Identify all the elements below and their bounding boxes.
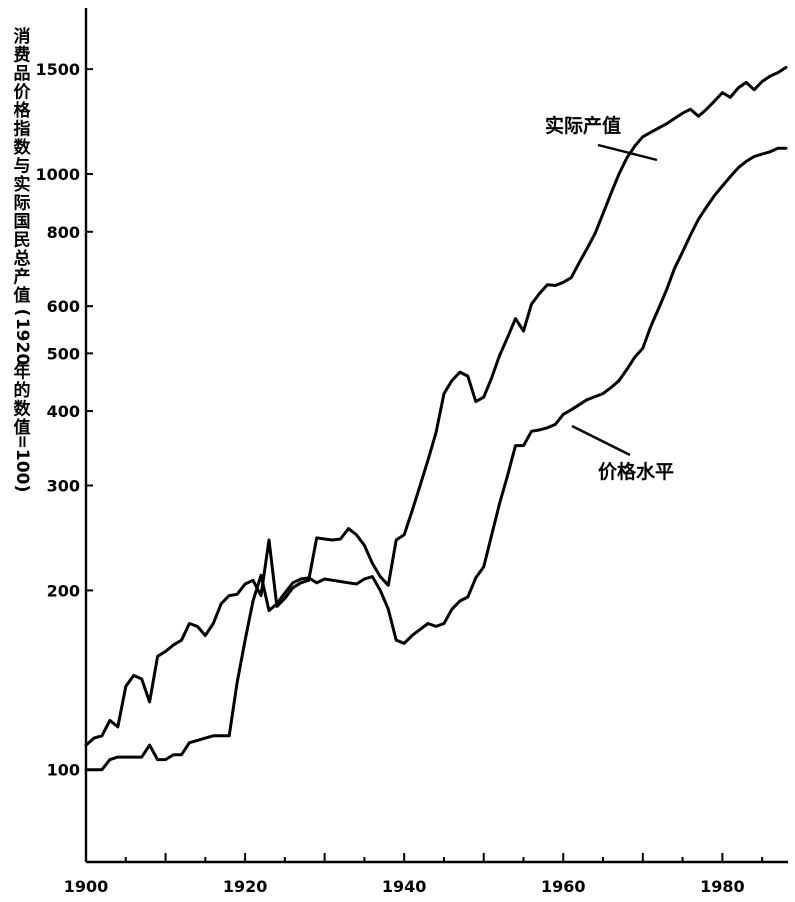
y-tick-label: 1500 (35, 60, 80, 79)
y-axis-label-text: 指 (14, 119, 31, 140)
leader-line (571, 424, 631, 457)
series-group (84, 65, 788, 772)
annotation-real-output: 实际产值 (545, 114, 621, 137)
y-ticks: 100 200 300 400 500 600 800 1000 1500 (35, 60, 93, 780)
y-axis-label-text: 品 (14, 64, 31, 84)
y-axis-label-text: =100 (12, 435, 32, 485)
y-axis-label-text: 总 (14, 248, 31, 269)
x-tick-label: 1940 (382, 877, 427, 896)
leader-line (597, 143, 658, 162)
y-tick-label: 1000 (35, 165, 80, 184)
y-axis-label-text: 消 (14, 26, 31, 47)
y-axis-label-text: ) (12, 485, 32, 493)
y-axis-label-text: 实 (14, 174, 31, 195)
series-line-real-output (84, 65, 788, 747)
y-axis-label-text: 与 (14, 157, 31, 177)
y-axis-label-text: 值 (14, 285, 31, 306)
y-tick-label: 400 (47, 402, 80, 421)
y-axis-label-text: 1920 (12, 318, 32, 365)
y-axis-label-text: 数 (14, 137, 32, 158)
y-axis-label-text: 费 (14, 45, 31, 66)
y-axis-label-text: 数 (14, 399, 32, 420)
y-axis-label-text: ( (12, 309, 32, 317)
y-axis-label-text: 值 (14, 417, 31, 438)
series-line-price-level (84, 146, 788, 772)
y-axis-label-text: 价 (14, 83, 32, 103)
y-axis-label-text: 产 (14, 267, 31, 288)
y-tick-label: 600 (47, 297, 80, 316)
y-axis-label-text: 格 (14, 100, 32, 121)
annotation-price-level: 价格水平 (598, 460, 674, 483)
x-ticks: 1900 1920 1940 1960 1980 (64, 853, 764, 896)
x-tick-label: 1960 (541, 877, 586, 896)
y-tick-label: 800 (47, 223, 80, 242)
y-tick-label: 100 (47, 761, 80, 780)
y-tick-label: 500 (47, 344, 80, 363)
x-tick-label: 1900 (64, 877, 109, 896)
y-tick-label: 200 (47, 581, 80, 600)
y-tick-label: 300 (47, 477, 80, 496)
y-axis-label-text: 民 (14, 231, 31, 251)
y-axis-label-text: 年 (14, 362, 31, 383)
y-axis-label-text: 的 (14, 380, 31, 401)
y-axis-label-text: 际 (14, 194, 31, 214)
axes (84, 8, 788, 864)
x-tick-label: 1920 (223, 877, 268, 896)
y-axis-label-text: 国 (14, 212, 31, 232)
x-tick-label: 1980 (700, 877, 745, 896)
